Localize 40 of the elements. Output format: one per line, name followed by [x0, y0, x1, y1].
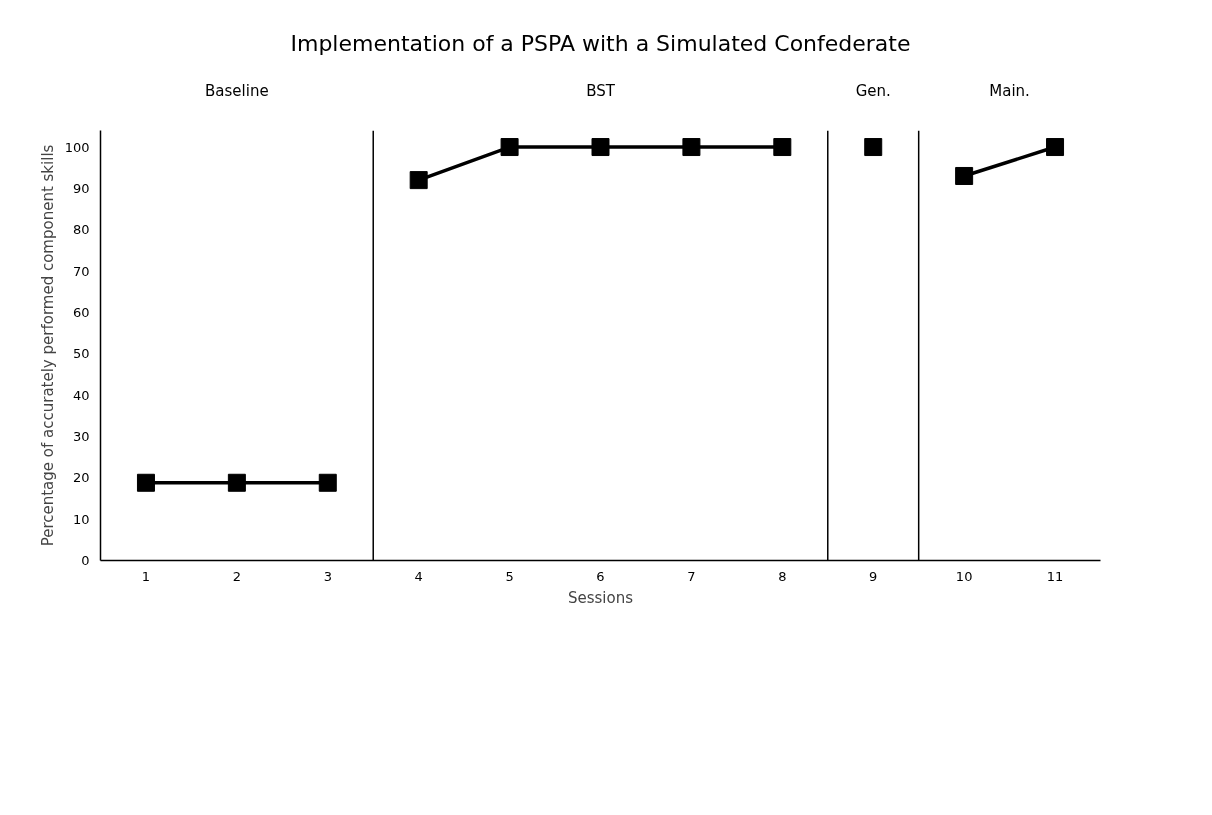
y-tick-label: 30 [72, 428, 90, 444]
x-tick-label: 4 [414, 568, 423, 584]
x-tick-label: 6 [596, 568, 605, 584]
point [955, 166, 974, 185]
text: Main. [989, 81, 1030, 100]
point [864, 138, 883, 157]
y-tick-label: 80 [72, 222, 90, 238]
point [1046, 138, 1065, 157]
point [409, 171, 428, 190]
y-tick-label: 90 [72, 180, 90, 196]
point [227, 473, 246, 492]
y-axis-title: Percentage of accurately performed component skills [38, 144, 57, 547]
x-tick-label: 2 [232, 568, 242, 584]
y-tick-label: 70 [72, 263, 90, 279]
x-tick-label: 3 [323, 568, 332, 584]
y-tick-label: 100 [64, 139, 90, 155]
x-axis-title: Sessions [567, 588, 634, 607]
y-tick-label: 50 [72, 346, 90, 362]
x-tick-label: 10 [955, 568, 973, 584]
x-tick-label: 11 [1046, 568, 1064, 584]
y-tick-label: 20 [72, 470, 90, 486]
point [500, 138, 519, 157]
point [318, 473, 337, 492]
x-tick-label: 8 [778, 568, 787, 584]
y-tick-label: 40 [72, 387, 90, 403]
point [773, 138, 792, 157]
y-tick-label: 60 [72, 304, 90, 320]
x-tick-label: 9 [869, 568, 878, 584]
chart-title: Implementation of a PSPA with a Simulated Confederate [290, 30, 911, 56]
text: Baseline [205, 81, 269, 100]
point [591, 138, 610, 157]
point [682, 138, 701, 157]
x-tick-label: 1 [141, 568, 151, 584]
x-tick-label: 7 [687, 568, 696, 584]
y-tick-label: 10 [72, 511, 90, 527]
text: Gen. [855, 81, 891, 100]
point [136, 473, 155, 492]
y-tick-label: 0 [81, 553, 90, 568]
x-tick-label: 5 [505, 568, 514, 584]
text: BST [586, 81, 616, 100]
